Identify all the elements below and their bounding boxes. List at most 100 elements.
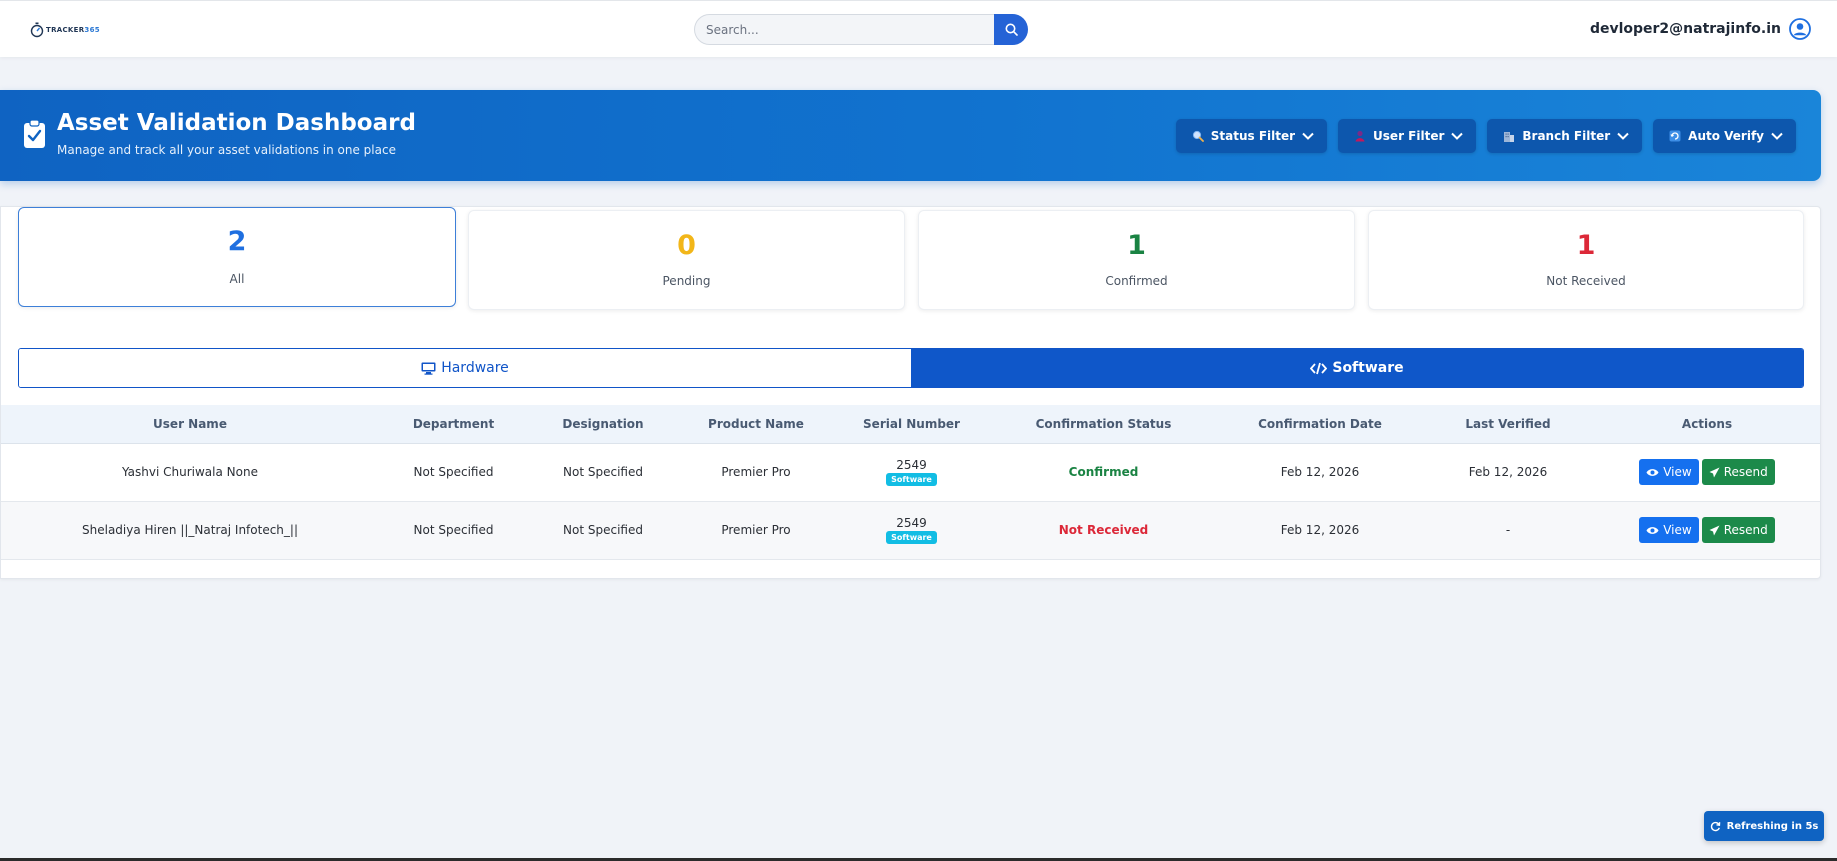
stat-label: Not Received xyxy=(1546,274,1626,288)
auto-refresh-indicator[interactable]: Refreshing in 5s xyxy=(1704,811,1824,841)
refresh-icon xyxy=(1710,821,1720,831)
asset-type-tabs: Hardware Software xyxy=(18,348,1804,388)
clipboard-check-icon xyxy=(24,119,45,148)
filter-label: Auto Verify xyxy=(1688,129,1764,143)
filter-label: User Filter xyxy=(1373,129,1445,143)
eye-icon xyxy=(1646,526,1659,534)
filter-label: Branch Filter xyxy=(1522,129,1611,143)
user-menu[interactable]: devloper2@natrajinfo.in xyxy=(1590,17,1811,41)
branch-filter-button[interactable]: Branch Filter xyxy=(1487,119,1643,153)
user-avatar-icon xyxy=(1789,18,1811,40)
view-button[interactable]: View xyxy=(1639,459,1699,485)
col-header-product-name[interactable]: Product Name xyxy=(678,405,834,444)
stat-card-confirmed[interactable]: 1 Confirmed xyxy=(918,210,1355,310)
cell-confirmation-date: Feb 12, 2026 xyxy=(1280,465,1360,479)
asset-table: User Name Department Designation Product… xyxy=(1,405,1820,560)
view-button[interactable]: View xyxy=(1639,517,1699,543)
software-badge: Software xyxy=(886,531,937,544)
cell-product-name: Premier Pro xyxy=(721,465,791,479)
top-navbar: TRACKER365 devloper2@natrajinfo.in xyxy=(0,0,1837,57)
table-row: Yashvi Churiwala None Not Specified Not … xyxy=(1,443,1820,501)
status-text: Confirmed xyxy=(1068,465,1139,479)
user-email: devloper2@natrajinfo.in xyxy=(1589,21,1781,37)
status-text: Not Received xyxy=(1058,523,1149,537)
cell-department: Not Specified xyxy=(413,523,494,537)
serial-number: 2549 xyxy=(896,516,927,530)
cell-last-verified: Feb 12, 2026 xyxy=(1468,465,1548,479)
stopwatch-icon xyxy=(30,22,44,38)
building-icon xyxy=(1504,132,1515,142)
user-icon xyxy=(1355,130,1365,142)
cell-actions: View Resend xyxy=(1594,501,1820,559)
search-bar xyxy=(694,14,1028,45)
stat-label: All xyxy=(229,272,245,286)
eye-icon xyxy=(1646,468,1659,476)
monitor-icon xyxy=(421,362,436,375)
code-icon xyxy=(1310,362,1328,374)
filter-bar: Status Filter User Filter Branch Filter xyxy=(1175,119,1796,153)
col-header-last-verified[interactable]: Last Verified xyxy=(1422,405,1594,444)
view-label: View xyxy=(1663,523,1692,537)
resend-label: Resend xyxy=(1723,465,1768,479)
cell-serial-number: 2549 Software xyxy=(834,501,989,559)
paper-plane-icon xyxy=(1709,467,1720,477)
stat-card-pending[interactable]: 0 Pending xyxy=(468,210,905,310)
cell-status: Not Received xyxy=(989,501,1218,559)
cell-serial-number: 2549 Software xyxy=(834,443,989,501)
cell-status: Confirmed xyxy=(989,443,1218,501)
col-header-confirmation-date[interactable]: Confirmation Date xyxy=(1218,405,1422,444)
chevron-down-icon xyxy=(1617,132,1629,140)
app-logo[interactable]: TRACKER365 xyxy=(30,20,100,40)
stat-count: 1 xyxy=(1576,230,1596,261)
table-row: Sheladiya Hiren ||_Natraj Infotech_|| No… xyxy=(1,501,1820,559)
paper-plane-icon xyxy=(1709,525,1720,535)
tab-software[interactable]: Software xyxy=(911,349,1803,387)
user-filter-button[interactable]: User Filter xyxy=(1338,119,1477,153)
page-title: Asset Validation Dashboard xyxy=(57,110,416,136)
logo-text: TRACKER365 xyxy=(46,26,100,34)
chevron-down-icon xyxy=(1451,132,1464,140)
stat-card-not-received[interactable]: 1 Not Received xyxy=(1368,210,1804,310)
page-subtitle: Manage and track all your asset validati… xyxy=(57,143,396,157)
resend-button[interactable]: Resend xyxy=(1701,459,1775,485)
col-header-actions: Actions xyxy=(1594,405,1820,444)
cell-designation: Not Specified xyxy=(563,465,643,479)
search-icon xyxy=(1192,130,1204,142)
dashboard-banner: Asset Validation Dashboard Manage and tr… xyxy=(0,90,1821,181)
validation-panel: 2 All 0 Pending 1 Confirmed 1 Not Receiv… xyxy=(0,206,1821,579)
window-bottom-edge xyxy=(0,858,1837,861)
col-header-user-name[interactable]: User Name xyxy=(1,405,379,444)
tab-label: Hardware xyxy=(441,360,509,376)
refresh-label: Refreshing in 5s xyxy=(1726,820,1819,832)
stat-count: 2 xyxy=(227,226,247,257)
col-header-department[interactable]: Department xyxy=(379,405,528,444)
search-icon xyxy=(1005,23,1018,36)
chevron-down-icon xyxy=(1302,132,1314,140)
search-input[interactable] xyxy=(694,14,994,45)
software-badge: Software xyxy=(886,473,937,486)
stat-card-all[interactable]: 2 All xyxy=(18,207,456,307)
status-filter-button[interactable]: Status Filter xyxy=(1175,119,1328,153)
auto-verify-button[interactable]: Auto Verify xyxy=(1653,119,1796,153)
cell-product-name: Premier Pro xyxy=(721,523,791,537)
cell-department: Not Specified xyxy=(413,465,494,479)
stat-count: 1 xyxy=(1127,230,1146,261)
cell-last-verified: - xyxy=(1505,523,1511,537)
cell-user-name: Sheladiya Hiren ||_Natraj Infotech_|| xyxy=(82,523,298,537)
serial-number: 2549 xyxy=(896,458,927,472)
col-header-confirmation-status[interactable]: Confirmation Status xyxy=(989,405,1218,444)
col-header-designation[interactable]: Designation xyxy=(528,405,678,444)
cell-confirmation-date: Feb 12, 2026 xyxy=(1280,523,1360,537)
stat-label: Pending xyxy=(662,274,711,288)
cell-user-name: Yashvi Churiwala None xyxy=(122,465,258,479)
resend-label: Resend xyxy=(1723,523,1768,537)
cell-designation: Not Specified xyxy=(563,523,643,537)
tab-hardware[interactable]: Hardware xyxy=(19,349,911,387)
table-header-row: User Name Department Designation Product… xyxy=(1,405,1820,444)
resend-button[interactable]: Resend xyxy=(1701,517,1775,543)
col-header-serial-number[interactable]: Serial Number xyxy=(834,405,989,444)
chevron-down-icon xyxy=(1771,132,1783,140)
verify-icon xyxy=(1669,130,1681,142)
filter-label: Status Filter xyxy=(1210,129,1296,143)
search-button[interactable] xyxy=(994,14,1028,45)
